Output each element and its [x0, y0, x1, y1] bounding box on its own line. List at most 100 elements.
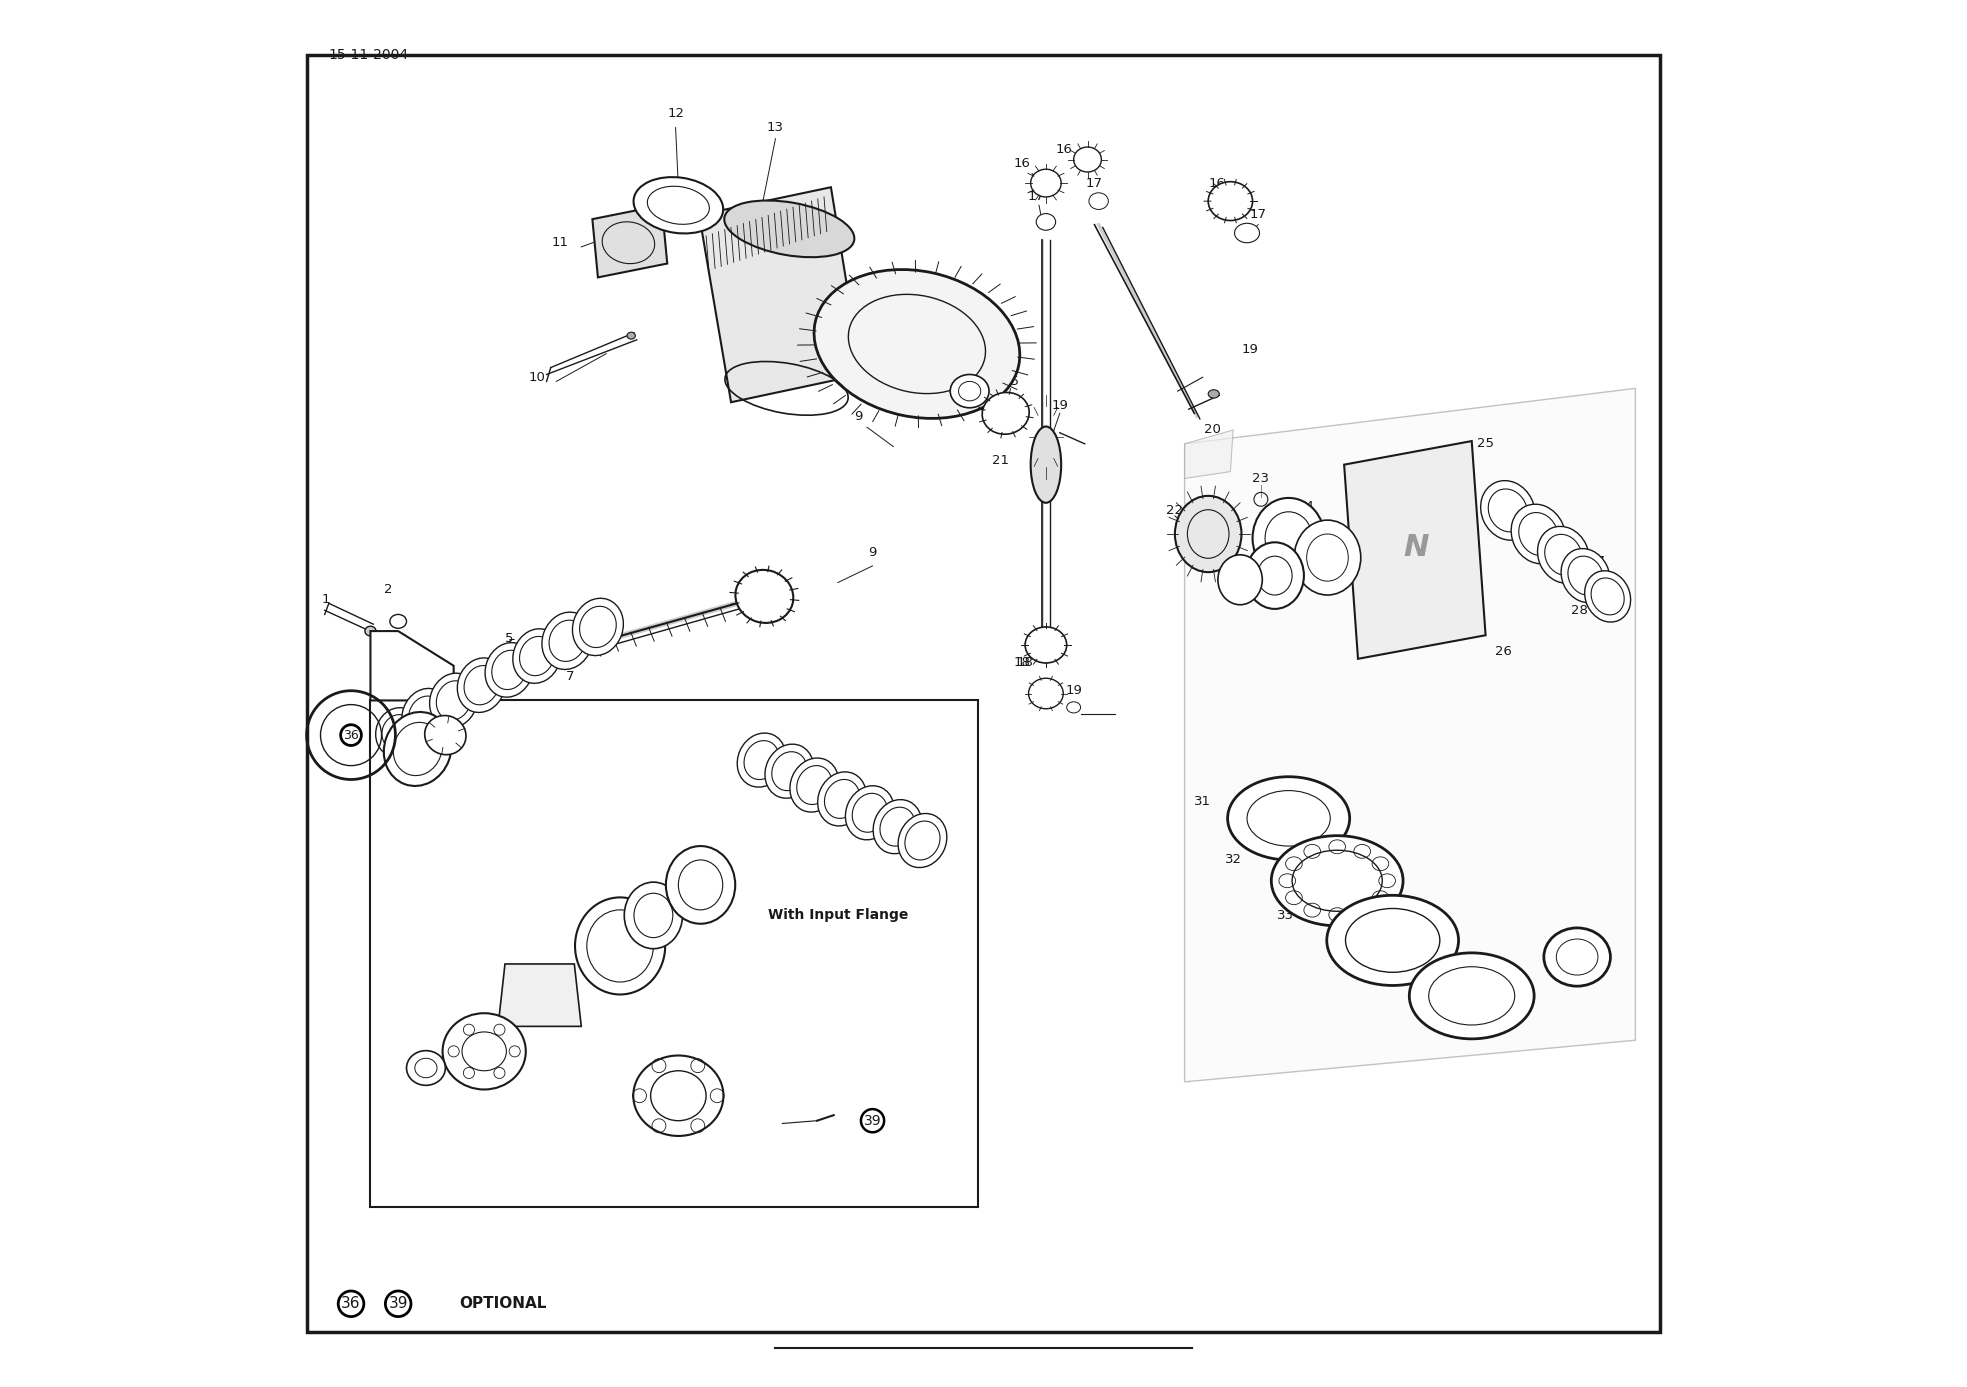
Ellipse shape	[429, 673, 478, 728]
Ellipse shape	[846, 786, 895, 839]
Text: 36: 36	[342, 728, 358, 742]
Ellipse shape	[1218, 555, 1263, 605]
Text: 20: 20	[1204, 423, 1222, 437]
Ellipse shape	[389, 614, 407, 628]
Text: 6: 6	[588, 617, 596, 631]
Text: 34: 34	[1458, 989, 1475, 1003]
Text: 5: 5	[763, 717, 771, 731]
Ellipse shape	[515, 971, 572, 1015]
Text: OPTIONAL: OPTIONAL	[458, 1297, 547, 1311]
Text: 6: 6	[921, 767, 928, 781]
Ellipse shape	[543, 612, 592, 670]
Text: 35: 35	[1585, 936, 1603, 950]
Text: 12: 12	[667, 107, 685, 121]
Ellipse shape	[633, 178, 724, 233]
Text: 9: 9	[854, 409, 864, 423]
Ellipse shape	[1227, 777, 1349, 860]
Text: 25: 25	[1477, 437, 1495, 451]
Text: 22: 22	[1166, 503, 1184, 517]
Ellipse shape	[624, 882, 683, 949]
Text: 8: 8	[677, 853, 685, 867]
Text: 29: 29	[1281, 562, 1296, 576]
Ellipse shape	[486, 642, 533, 698]
Ellipse shape	[1294, 520, 1361, 595]
Ellipse shape	[366, 627, 376, 637]
Text: 15-11-2004: 15-11-2004	[328, 49, 409, 62]
Text: 21: 21	[991, 454, 1009, 467]
Text: 9: 9	[867, 545, 877, 559]
Text: 3: 3	[730, 735, 738, 749]
Text: 7: 7	[565, 659, 572, 673]
Ellipse shape	[1585, 571, 1631, 621]
Ellipse shape	[1025, 627, 1066, 663]
Ellipse shape	[1271, 835, 1402, 927]
Ellipse shape	[1562, 549, 1609, 602]
Ellipse shape	[1253, 498, 1324, 578]
Text: 15: 15	[1003, 374, 1019, 388]
Text: 33: 33	[1277, 908, 1294, 922]
Text: With Input Flange: With Input Flange	[767, 908, 909, 922]
Ellipse shape	[765, 745, 814, 798]
Text: 16: 16	[1208, 176, 1225, 190]
Polygon shape	[592, 205, 667, 277]
Ellipse shape	[1408, 953, 1534, 1039]
Text: 10: 10	[529, 370, 545, 384]
Text: 16: 16	[1056, 143, 1072, 157]
Text: 6: 6	[913, 764, 921, 778]
Text: 13: 13	[767, 121, 785, 135]
Text: 3: 3	[789, 745, 797, 759]
Ellipse shape	[1245, 542, 1304, 609]
Ellipse shape	[950, 374, 989, 408]
Polygon shape	[1343, 441, 1485, 659]
Ellipse shape	[1538, 527, 1589, 583]
Text: 8: 8	[399, 714, 407, 728]
Ellipse shape	[738, 734, 787, 786]
Text: 4: 4	[635, 895, 643, 908]
Text: 2: 2	[649, 1103, 657, 1117]
Text: N: N	[1404, 534, 1428, 562]
Ellipse shape	[667, 846, 736, 924]
Ellipse shape	[1328, 896, 1460, 986]
Ellipse shape	[814, 269, 1019, 419]
Text: 23: 23	[1253, 472, 1269, 485]
Text: 14: 14	[964, 351, 982, 365]
Text: 2: 2	[502, 957, 509, 971]
Text: 24: 24	[1296, 499, 1314, 513]
Text: 7: 7	[895, 781, 903, 795]
Text: 30: 30	[1225, 589, 1241, 603]
Text: 4: 4	[466, 703, 474, 717]
Ellipse shape	[818, 773, 865, 825]
Polygon shape	[370, 700, 978, 1207]
Ellipse shape	[425, 716, 466, 755]
Ellipse shape	[1481, 481, 1534, 540]
Text: 5: 5	[507, 638, 515, 652]
Text: 19: 19	[1066, 684, 1082, 698]
Ellipse shape	[456, 657, 506, 713]
Ellipse shape	[443, 1013, 525, 1090]
Text: 19: 19	[1050, 398, 1068, 412]
Text: 17: 17	[1249, 208, 1267, 222]
Polygon shape	[1184, 430, 1233, 479]
Text: 26: 26	[1495, 645, 1513, 659]
Ellipse shape	[1235, 223, 1259, 243]
Ellipse shape	[791, 759, 838, 811]
Ellipse shape	[899, 814, 946, 867]
Text: 38: 38	[566, 911, 584, 925]
Text: 3: 3	[789, 753, 797, 767]
Ellipse shape	[513, 628, 561, 684]
Ellipse shape	[724, 201, 854, 257]
Text: 3: 3	[433, 673, 441, 687]
Ellipse shape	[1208, 390, 1220, 398]
Ellipse shape	[627, 331, 635, 340]
Text: 37: 37	[458, 1105, 476, 1119]
Ellipse shape	[982, 393, 1029, 434]
Ellipse shape	[1174, 497, 1241, 573]
Ellipse shape	[1029, 678, 1064, 709]
Text: 1: 1	[393, 1075, 401, 1089]
Text: 28: 28	[1572, 603, 1587, 617]
Text: 5: 5	[506, 631, 513, 645]
Ellipse shape	[1031, 427, 1060, 503]
Text: 17: 17	[1086, 176, 1103, 190]
Polygon shape	[698, 187, 862, 402]
Text: 18: 18	[1013, 656, 1031, 670]
